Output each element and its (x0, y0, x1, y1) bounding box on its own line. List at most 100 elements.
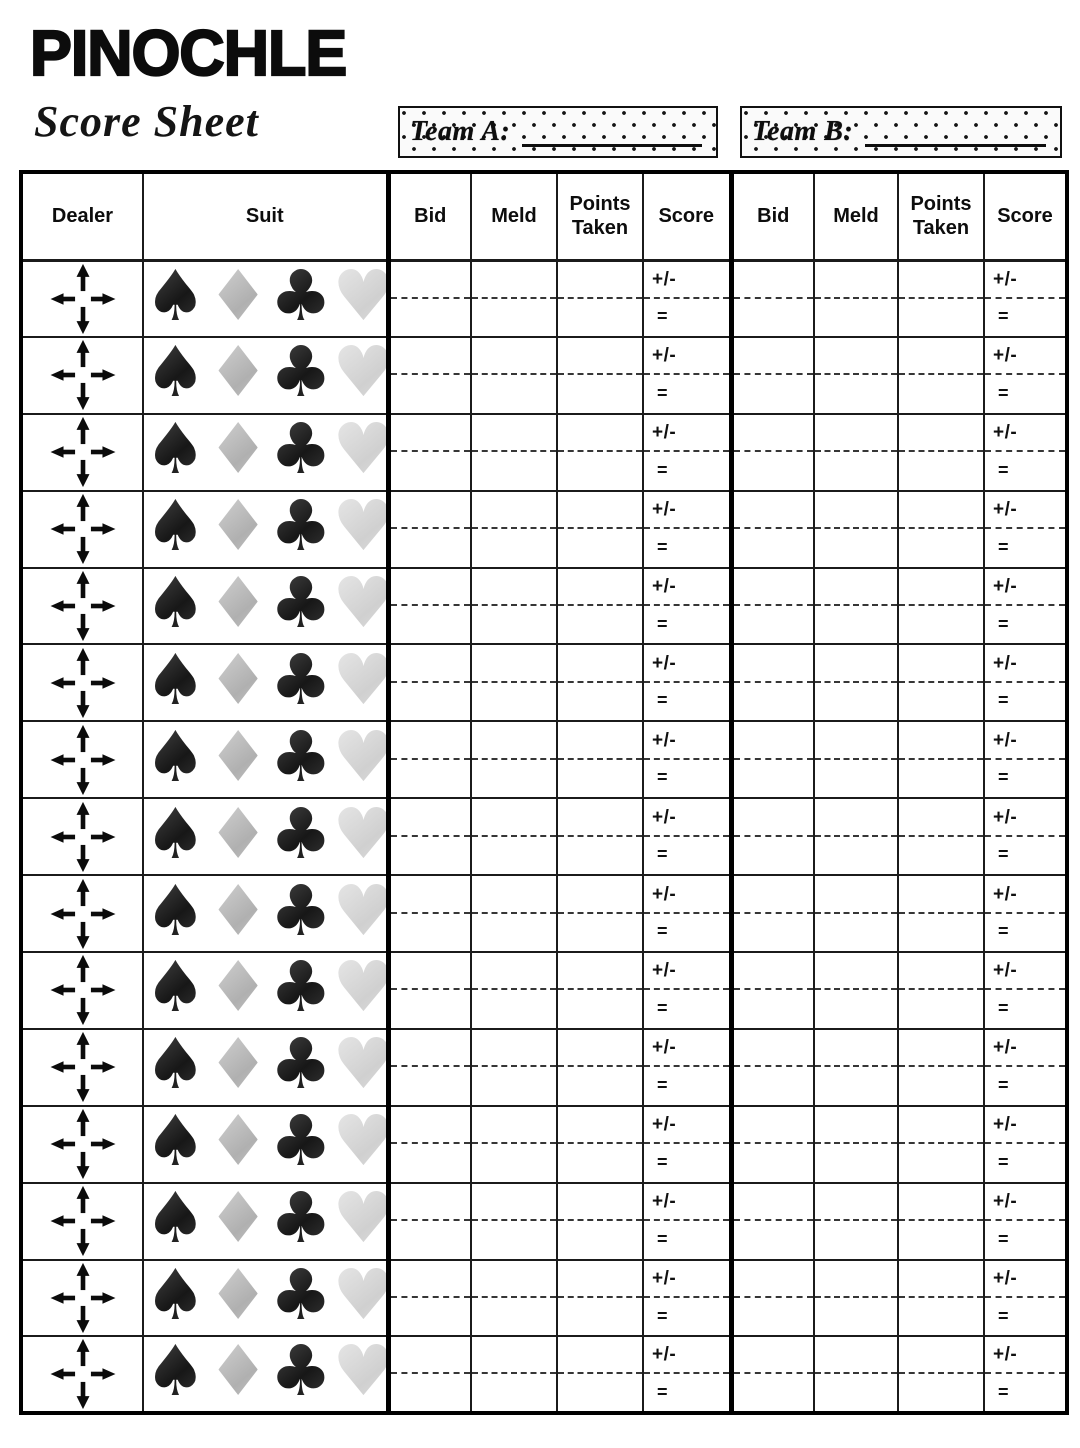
score-entry-cell-team-a[interactable]: +/- = (642, 1258, 732, 1338)
meld-entry-cell-team-a[interactable] (470, 720, 558, 800)
bid-entry-cell-team-a[interactable] (385, 643, 472, 723)
meld-entry-cell-team-a[interactable] (470, 1335, 558, 1415)
bid-entry-cell-team-a[interactable] (385, 1181, 472, 1261)
points-taken-entry-cell-team-a[interactable] (556, 259, 644, 338)
bid-entry-cell-team-a[interactable] (385, 566, 472, 646)
score-entry-cell-team-b[interactable]: +/- = (983, 643, 1068, 723)
meld-entry-cell-team-b[interactable] (813, 720, 899, 800)
bid-entry-cell-team-b[interactable] (728, 874, 815, 954)
team-b-name-input-line[interactable] (865, 108, 1046, 147)
points-taken-entry-cell-team-b[interactable] (897, 874, 985, 954)
meld-entry-cell-team-b[interactable] (813, 874, 899, 954)
score-entry-cell-team-a[interactable]: +/- = (642, 412, 732, 492)
score-entry-cell-team-b[interactable]: +/- = (983, 874, 1068, 954)
bid-entry-cell-team-b[interactable] (728, 643, 815, 723)
bid-entry-cell-team-a[interactable] (385, 951, 472, 1030)
meld-entry-cell-team-b[interactable] (813, 489, 899, 569)
bid-entry-cell-team-a[interactable] (385, 874, 472, 954)
bid-entry-cell-team-a[interactable] (385, 259, 472, 338)
bid-entry-cell-team-b[interactable] (728, 1335, 815, 1415)
points-taken-entry-cell-team-b[interactable] (897, 1181, 985, 1261)
points-taken-entry-cell-team-b[interactable] (897, 1258, 985, 1338)
points-taken-entry-cell-team-b[interactable] (897, 566, 985, 646)
bid-entry-cell-team-b[interactable] (728, 1181, 815, 1261)
score-entry-cell-team-b[interactable]: +/- = (983, 335, 1068, 415)
points-taken-entry-cell-team-a[interactable] (556, 489, 644, 569)
bid-entry-cell-team-a[interactable] (385, 720, 472, 800)
meld-entry-cell-team-a[interactable] (470, 643, 558, 723)
points-taken-entry-cell-team-b[interactable] (897, 1104, 985, 1184)
meld-entry-cell-team-a[interactable] (470, 1027, 558, 1107)
meld-entry-cell-team-b[interactable] (813, 1027, 899, 1107)
bid-entry-cell-team-b[interactable] (728, 1258, 815, 1338)
bid-entry-cell-team-b[interactable] (728, 1104, 815, 1184)
points-taken-entry-cell-team-a[interactable] (556, 720, 644, 800)
meld-entry-cell-team-a[interactable] (470, 797, 558, 877)
meld-entry-cell-team-a[interactable] (470, 874, 558, 954)
meld-entry-cell-team-a[interactable] (470, 412, 558, 492)
bid-entry-cell-team-a[interactable] (385, 797, 472, 877)
bid-entry-cell-team-b[interactable] (728, 566, 815, 646)
score-entry-cell-team-a[interactable]: +/- = (642, 951, 732, 1030)
points-taken-entry-cell-team-b[interactable] (897, 335, 985, 415)
bid-entry-cell-team-b[interactable] (728, 335, 815, 415)
meld-entry-cell-team-b[interactable] (813, 643, 899, 723)
meld-entry-cell-team-b[interactable] (813, 797, 899, 877)
score-entry-cell-team-b[interactable]: +/- = (983, 951, 1068, 1030)
points-taken-entry-cell-team-a[interactable] (556, 1104, 644, 1184)
points-taken-entry-cell-team-b[interactable] (897, 643, 985, 723)
score-entry-cell-team-a[interactable]: +/- = (642, 720, 732, 800)
meld-entry-cell-team-b[interactable] (813, 412, 899, 492)
score-entry-cell-team-a[interactable]: +/- = (642, 335, 732, 415)
points-taken-entry-cell-team-a[interactable] (556, 797, 644, 877)
bid-entry-cell-team-b[interactable] (728, 412, 815, 492)
bid-entry-cell-team-a[interactable] (385, 335, 472, 415)
score-entry-cell-team-b[interactable]: +/- = (983, 412, 1068, 492)
score-entry-cell-team-b[interactable]: +/- = (983, 259, 1068, 338)
score-entry-cell-team-a[interactable]: +/- = (642, 566, 732, 646)
points-taken-entry-cell-team-a[interactable] (556, 335, 644, 415)
meld-entry-cell-team-b[interactable] (813, 1104, 899, 1184)
points-taken-entry-cell-team-a[interactable] (556, 1335, 644, 1415)
points-taken-entry-cell-team-a[interactable] (556, 566, 644, 646)
score-entry-cell-team-b[interactable]: +/- = (983, 566, 1068, 646)
meld-entry-cell-team-a[interactable] (470, 489, 558, 569)
score-entry-cell-team-a[interactable]: +/- = (642, 259, 732, 338)
meld-entry-cell-team-b[interactable] (813, 1335, 899, 1415)
bid-entry-cell-team-b[interactable] (728, 797, 815, 877)
bid-entry-cell-team-a[interactable] (385, 489, 472, 569)
meld-entry-cell-team-b[interactable] (813, 1258, 899, 1338)
score-entry-cell-team-b[interactable]: +/- = (983, 1258, 1068, 1338)
meld-entry-cell-team-a[interactable] (470, 1104, 558, 1184)
meld-entry-cell-team-a[interactable] (470, 566, 558, 646)
score-entry-cell-team-a[interactable]: +/- = (642, 1181, 732, 1261)
meld-entry-cell-team-b[interactable] (813, 1181, 899, 1261)
points-taken-entry-cell-team-b[interactable] (897, 951, 985, 1030)
score-entry-cell-team-a[interactable]: +/- = (642, 797, 732, 877)
bid-entry-cell-team-b[interactable] (728, 259, 815, 338)
points-taken-entry-cell-team-a[interactable] (556, 412, 644, 492)
points-taken-entry-cell-team-a[interactable] (556, 1258, 644, 1338)
bid-entry-cell-team-b[interactable] (728, 720, 815, 800)
bid-entry-cell-team-b[interactable] (728, 951, 815, 1030)
points-taken-entry-cell-team-b[interactable] (897, 489, 985, 569)
meld-entry-cell-team-b[interactable] (813, 335, 899, 415)
points-taken-entry-cell-team-a[interactable] (556, 1181, 644, 1261)
score-entry-cell-team-a[interactable]: +/- = (642, 1335, 732, 1415)
meld-entry-cell-team-a[interactable] (470, 1258, 558, 1338)
bid-entry-cell-team-a[interactable] (385, 1027, 472, 1107)
team-a-name-input-line[interactable] (522, 108, 702, 147)
score-entry-cell-team-a[interactable]: +/- = (642, 1104, 732, 1184)
points-taken-entry-cell-team-b[interactable] (897, 797, 985, 877)
score-entry-cell-team-b[interactable]: +/- = (983, 1335, 1068, 1415)
score-entry-cell-team-b[interactable]: +/- = (983, 489, 1068, 569)
points-taken-entry-cell-team-b[interactable] (897, 1335, 985, 1415)
meld-entry-cell-team-a[interactable] (470, 951, 558, 1030)
score-entry-cell-team-b[interactable]: +/- = (983, 1181, 1068, 1261)
points-taken-entry-cell-team-b[interactable] (897, 1027, 985, 1107)
bid-entry-cell-team-a[interactable] (385, 1335, 472, 1415)
points-taken-entry-cell-team-b[interactable] (897, 720, 985, 800)
score-entry-cell-team-b[interactable]: +/- = (983, 1027, 1068, 1107)
points-taken-entry-cell-team-a[interactable] (556, 951, 644, 1030)
score-entry-cell-team-b[interactable]: +/- = (983, 797, 1068, 877)
